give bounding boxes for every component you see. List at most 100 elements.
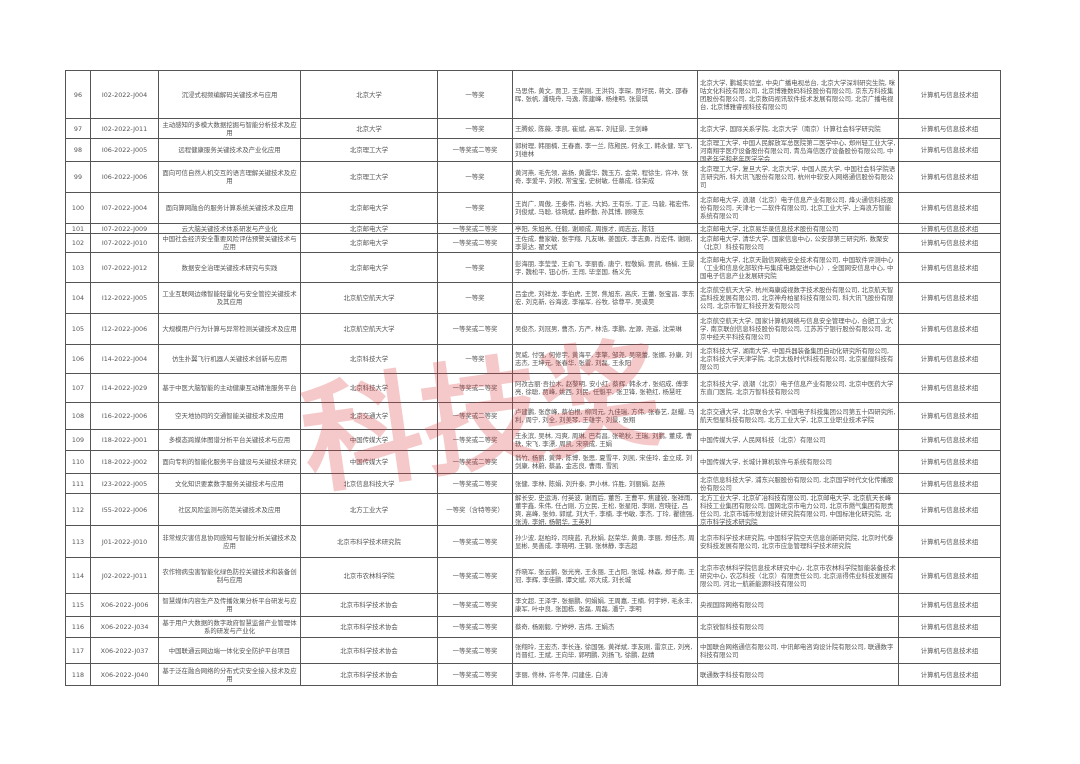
main-units: 中国传媒大学, 人民网科技（北京）有限公司 <box>697 429 899 451</box>
row-number: 109 <box>65 429 91 451</box>
category-group: 计算机与信息技术组 <box>898 593 1001 617</box>
table-row: 104 I12-2022-J005 工业互联网边缘智能轻量化与安全管控关键技术及其应… <box>65 282 1001 314</box>
table-row: 115 X06-2022-J006 智慧媒体内容生产及传播效果分析平台研发与应用 北京… <box>65 593 1001 617</box>
project-name: 基于泛在融合网络的分布式灾安全接入技术及应用 <box>158 663 301 686</box>
main-units: 联通数字科技有限公司 <box>697 663 899 686</box>
project-code: I07-2022-J010 <box>90 233 159 253</box>
award-level: 一等奖或二等奖 <box>437 313 513 345</box>
project-code: X06-2022-J040 <box>90 663 159 686</box>
project-code: I07-2022-J004 <box>90 192 159 224</box>
category-group: 计算机与信息技术组 <box>898 493 1001 526</box>
project-name: 中国社会经济安全重要风险评估预警关键技术与应用 <box>158 233 301 253</box>
nominating-institution: 北京市科学技术协会 <box>300 616 438 638</box>
row-number: 97 <box>65 118 91 139</box>
row-number: 111 <box>65 473 91 494</box>
main-units: 央视国际网络有限公司 <box>697 593 899 617</box>
project-name: 沉浸式视频编解码关键技术与应用 <box>158 70 301 119</box>
row-number: 103 <box>65 252 91 283</box>
project-name: 云大脑关键技术体系研发与产业化 <box>158 223 301 234</box>
category-group: 计算机与信息技术组 <box>898 616 1001 638</box>
main-contributors: 彭海朋, 李莹莹, 王俞飞, 李丽香, 唐宁, 程敬娟, 贾凯, 杨榆, 王景宇… <box>512 252 698 283</box>
award-level: 一等奖或二等奖 <box>437 233 513 253</box>
project-name: 非常规灾害信息协同感知与智能分析关键技术及应用 <box>158 525 301 558</box>
project-name: 多模态跨媒体图谱分析平台关键技术与应用 <box>158 429 301 451</box>
nominating-institution: 北京信息科技大学 <box>300 473 438 494</box>
table-row: 111 I23-2022-J005 文化知识要素数字服务关键技术与应用 北京信息科技大… <box>65 473 1001 494</box>
category-group: 计算机与信息技术组 <box>898 402 1001 430</box>
main-contributors: 王腾蛟, 陈薇, 李凯, 崔斌, 高军, 刘征景, 王剑峰 <box>512 118 698 139</box>
nominating-institution: 北京理工大学 <box>300 138 438 162</box>
category-group: 计算机与信息技术组 <box>898 70 1001 119</box>
project-code: J01-2022-J010 <box>90 525 159 558</box>
award-level: 一等奖 <box>437 70 513 119</box>
project-name: 面向可信自然人机交互的语言理解关键技术及应用 <box>158 161 301 193</box>
row-number: 115 <box>65 593 91 617</box>
category-group: 计算机与信息技术组 <box>898 344 1001 374</box>
category-group: 计算机与信息技术组 <box>898 313 1001 345</box>
table-row: 110 I18-2022-J002 面向专利的智能化服务平台建设与关键技术研究 中国传… <box>65 450 1001 474</box>
nominating-institution: 中国传媒大学 <box>300 450 438 474</box>
award-level: 一等奖或二等奖 <box>437 637 513 664</box>
nominating-institution: 北京交通大学 <box>300 402 438 430</box>
main-contributors: 吕金虎, 刘祥龙, 李伯虎, 王贺, 焦旭东, 高庆, 王蕾, 张宝昌, 李东宏… <box>512 282 698 314</box>
project-code: I23-2022-J005 <box>90 473 159 494</box>
main-contributors: 解长安, 史运涛, 付英波, 谢而后, 董哲, 王曹平, 焦建锐, 张祥雨, 董… <box>512 493 698 526</box>
project-name: 基于用户大数据的数字政府智慧监督产业管理体系的研发与产业化 <box>158 616 301 638</box>
main-contributors: 卢建鹏, 张彦峰, 蔡伯根, 柳同元, 九佳瑞, 方伟, 张春艺, 赵耀, 马利… <box>512 402 698 430</box>
project-name: 数据安全治理关键技术研究与实践 <box>158 252 301 283</box>
project-code: X06-2022-J034 <box>90 616 159 638</box>
award-level: 一等奖 <box>437 161 513 193</box>
award-level: 一等奖（含特等奖） <box>437 493 513 526</box>
row-number: 107 <box>65 373 91 403</box>
category-group: 计算机与信息技术组 <box>898 192 1001 224</box>
main-contributors: 马思伟, 黄文, 贾卫, 王荣刚, 王洪钧, 李琛, 贾圩民, 蒋文, 邵春晖,… <box>512 70 698 119</box>
main-contributors: 王尚广, 周傲, 王泰伟, 肖裕, 大妈, 王有乐, 丁正, 马骏, 褚宏伟, … <box>512 192 698 224</box>
nominating-institution: 北京市科学技术协会 <box>300 663 438 686</box>
main-units: 北京邮电大学, 北京天融信网络安全技术有限公司, 中国软件评测中心（工业和信息化… <box>697 252 899 283</box>
project-code: I18-2022-J002 <box>90 450 159 474</box>
nominating-institution: 北京科技大学 <box>300 373 438 403</box>
award-level: 一等奖 <box>437 344 513 374</box>
main-units: 北京邮电大学, 浪潮（北京）电子信息产业有限公司, 烽火通信科技股份有限公司, … <box>697 192 899 224</box>
award-level: 一等奖 <box>437 282 513 314</box>
main-contributors: 亭阳, 朱旭亮, 任毅, 谢顺成, 周振才, 阎志云, 陈钰 <box>512 223 698 234</box>
row-number: 118 <box>65 663 91 686</box>
table-row: 106 I14-2022-J004 仿生扑翼飞行机器人关键技术创新与应用 北京科技大学… <box>65 344 1001 374</box>
main-units: 中国联合网络通信有限公司, 中讯邮电咨询设计院有限公司, 联通数字科技有限公司 <box>697 637 899 664</box>
nominating-institution: 北京大学 <box>300 118 438 139</box>
nominating-institution: 北京科技大学 <box>300 344 438 374</box>
nominating-institution: 北京邮电大学 <box>300 252 438 283</box>
project-code: I14-2022-J029 <box>90 373 159 403</box>
nominating-institution: 北京市科学技术协会 <box>300 593 438 617</box>
category-group: 计算机与信息技术组 <box>898 525 1001 558</box>
award-level: 一等奖或二等奖 <box>437 223 513 234</box>
project-name: 中国联通云网边端一体化安全防护平台项目 <box>158 637 301 664</box>
row-number: 113 <box>65 525 91 558</box>
table-row: 108 I16-2022-J006 空天地协同的交通智能关键技术及应用 北京交通大学一… <box>65 402 1001 430</box>
nominating-institution: 北京邮电大学 <box>300 233 438 253</box>
main-units: 北京锐智科技有限公司 <box>697 616 899 638</box>
nominating-institution: 北京理工大学 <box>300 161 438 193</box>
project-name: 工业互联网边缘智能轻量化与安全管控关键技术及其应用 <box>158 282 301 314</box>
category-group: 计算机与信息技术组 <box>898 473 1001 494</box>
row-number: 99 <box>65 161 91 193</box>
main-units: 北京市农林科学院信息技术研究中心, 北京市农林科学院智能装备技术研究中心, 农芯… <box>697 557 899 594</box>
nominating-institution: 北方工业大学 <box>300 493 438 526</box>
project-name: 面向专利的智能化服务平台建设与关键技术研究 <box>158 450 301 474</box>
table-row: 109 I18-2022-J001 多模态跨媒体图谱分析平台关键技术与应用 中国传媒大… <box>65 429 1001 451</box>
category-group: 计算机与信息技术组 <box>898 233 1001 253</box>
main-contributors: 乔晓军, 张云鹤, 张光亮, 王永丽, 王占阳, 张城, 林森, 郑子南, 王冠… <box>512 557 698 594</box>
main-units: 北京邮电大学, 清华大学, 国家信息中心, 公安部第三研究所, 数聚安（北京）科… <box>697 233 899 253</box>
main-contributors: 黄河燕, 毛先领, 高扬, 黄震华, 魏玉方, 金荣, 程徐生, 许冲, 张奇,… <box>512 161 698 193</box>
main-units: 北京信息科技大学, 浦东兴服股份有限公司, 北京国学时代文化传播股份有限公司 <box>697 473 899 494</box>
table-row: 107 I14-2022-J029 基于中医大脑智能的主动健康互动精准服务平台 北京科… <box>65 373 1001 403</box>
category-group: 计算机与信息技术组 <box>898 252 1001 283</box>
main-units: 中国传媒大学, 长城计算机软件与系统有限公司 <box>697 450 899 474</box>
project-code: I12-2022-J005 <box>90 282 159 314</box>
row-number: 100 <box>65 192 91 224</box>
main-units: 北京大学, 国际关系学院, 北京大学（南京）计算社会科学研究院 <box>697 118 899 139</box>
category-group: 计算机与信息技术组 <box>898 557 1001 594</box>
project-name: 社区风险监测与防范关键技术及应用 <box>158 493 301 526</box>
main-units: 北京科技大学, 湖南大学, 中国兵器装备集团自动化研究所有限公司, 北京科技大学… <box>697 344 899 374</box>
nominating-institution: 北京航空航天大学 <box>300 313 438 345</box>
